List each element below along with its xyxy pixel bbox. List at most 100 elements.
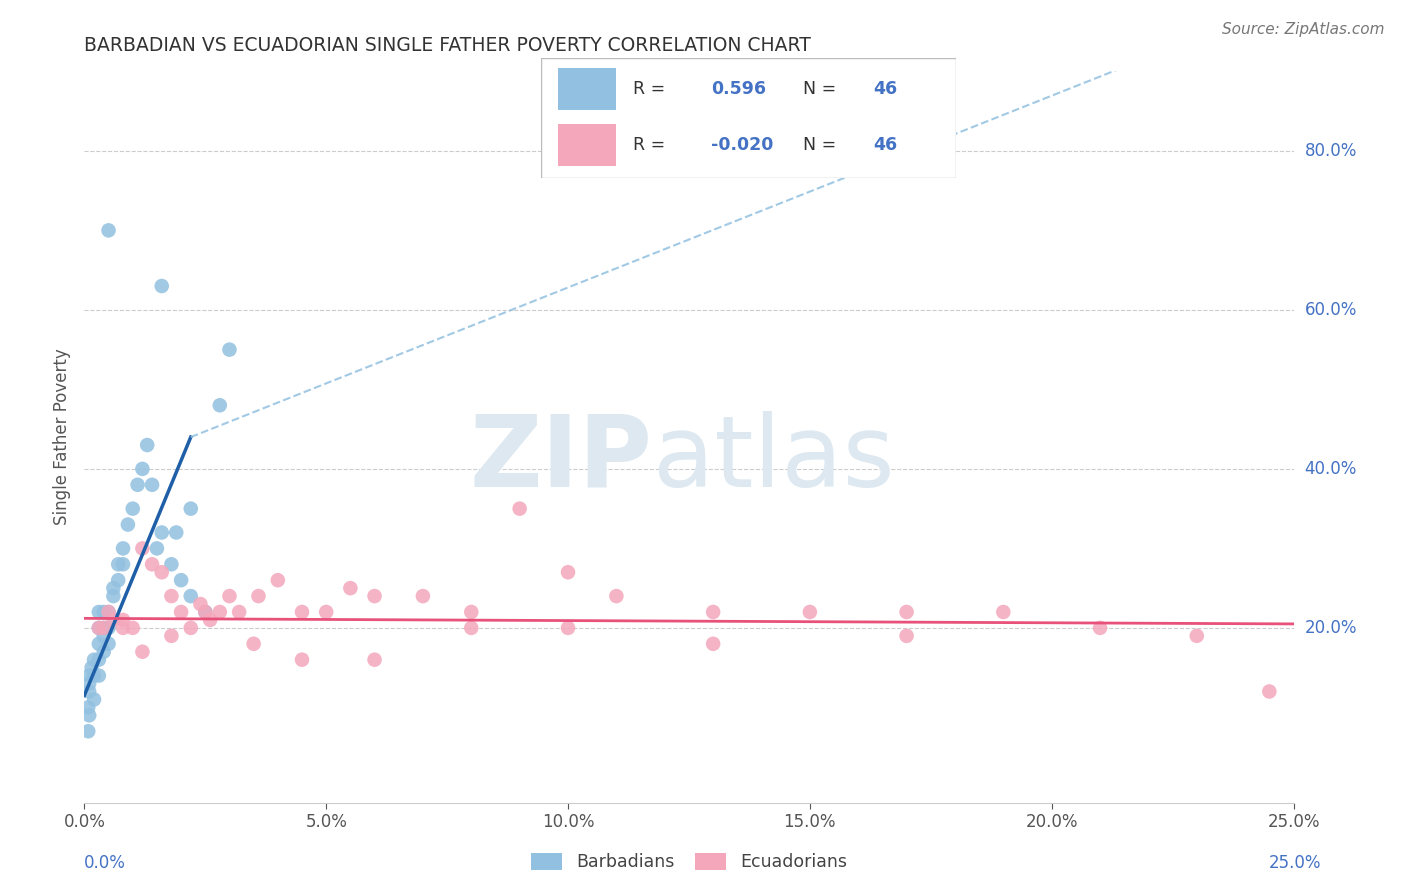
Point bbox=[509, 501, 531, 516]
Point bbox=[218, 343, 240, 357]
Point bbox=[363, 589, 385, 603]
Point bbox=[160, 629, 183, 643]
Point bbox=[150, 525, 173, 540]
Text: N =: N = bbox=[803, 136, 841, 154]
Text: 20.0%: 20.0% bbox=[1305, 619, 1357, 637]
Point bbox=[127, 477, 149, 491]
Text: Source: ZipAtlas.com: Source: ZipAtlas.com bbox=[1222, 22, 1385, 37]
Point bbox=[460, 621, 482, 635]
Legend: Barbadians, Ecuadorians: Barbadians, Ecuadorians bbox=[524, 846, 853, 879]
Point bbox=[194, 605, 217, 619]
Text: 60.0%: 60.0% bbox=[1305, 301, 1357, 318]
Text: 80.0%: 80.0% bbox=[1305, 142, 1357, 160]
Point bbox=[103, 613, 125, 627]
Point bbox=[117, 517, 139, 532]
Point bbox=[170, 605, 193, 619]
Point bbox=[702, 637, 724, 651]
Point bbox=[291, 653, 314, 667]
Point bbox=[228, 605, 250, 619]
Point bbox=[107, 573, 129, 587]
Point bbox=[180, 589, 202, 603]
Point bbox=[97, 621, 120, 635]
Point bbox=[557, 621, 579, 635]
Point bbox=[83, 692, 105, 706]
Point bbox=[412, 589, 434, 603]
Point bbox=[557, 566, 579, 580]
Point bbox=[97, 637, 120, 651]
Text: N =: N = bbox=[803, 79, 841, 98]
Point bbox=[83, 668, 105, 682]
Point bbox=[77, 676, 100, 690]
Point bbox=[136, 438, 159, 452]
Text: BARBADIAN VS ECUADORIAN SINGLE FATHER POVERTY CORRELATION CHART: BARBADIAN VS ECUADORIAN SINGLE FATHER PO… bbox=[84, 36, 811, 54]
Point bbox=[103, 581, 125, 595]
Point bbox=[93, 621, 115, 635]
Point bbox=[87, 621, 110, 635]
Point bbox=[1088, 621, 1111, 635]
Point bbox=[103, 589, 125, 603]
Point bbox=[87, 637, 110, 651]
Point bbox=[87, 653, 110, 667]
Point bbox=[315, 605, 337, 619]
Point bbox=[993, 605, 1015, 619]
Point bbox=[190, 597, 212, 611]
Point bbox=[97, 605, 120, 619]
Point bbox=[339, 581, 361, 595]
Text: 25.0%: 25.0% bbox=[1270, 855, 1322, 872]
Point bbox=[93, 629, 115, 643]
Point bbox=[93, 605, 115, 619]
Text: R =: R = bbox=[633, 136, 671, 154]
Point bbox=[83, 653, 105, 667]
Point bbox=[896, 605, 918, 619]
Point bbox=[160, 589, 183, 603]
Point bbox=[112, 621, 135, 635]
Point bbox=[141, 477, 163, 491]
Point bbox=[77, 668, 100, 682]
Point bbox=[150, 279, 173, 293]
Point bbox=[121, 501, 143, 516]
Text: ZIP: ZIP bbox=[470, 410, 652, 508]
Point bbox=[208, 605, 231, 619]
Point bbox=[77, 724, 100, 739]
Point bbox=[180, 501, 202, 516]
Point bbox=[460, 605, 482, 619]
Point bbox=[121, 621, 143, 635]
Text: 40.0%: 40.0% bbox=[1305, 460, 1357, 478]
FancyBboxPatch shape bbox=[541, 58, 956, 178]
Point bbox=[131, 462, 153, 476]
Point bbox=[112, 558, 135, 572]
Point bbox=[170, 573, 193, 587]
Point bbox=[291, 605, 314, 619]
FancyBboxPatch shape bbox=[558, 68, 616, 110]
Text: atlas: atlas bbox=[652, 410, 894, 508]
Point bbox=[605, 589, 627, 603]
Point bbox=[97, 605, 120, 619]
Point bbox=[165, 525, 187, 540]
Point bbox=[93, 621, 115, 635]
Point bbox=[77, 708, 100, 723]
Y-axis label: Single Father Poverty: Single Father Poverty bbox=[53, 349, 72, 525]
Point bbox=[218, 589, 240, 603]
Point bbox=[702, 605, 724, 619]
Point bbox=[1185, 629, 1208, 643]
Point bbox=[107, 558, 129, 572]
Point bbox=[141, 558, 163, 572]
Point bbox=[146, 541, 169, 556]
Point bbox=[363, 653, 385, 667]
Text: R =: R = bbox=[633, 79, 671, 98]
Point bbox=[896, 629, 918, 643]
Point bbox=[87, 605, 110, 619]
Point bbox=[112, 613, 135, 627]
Point bbox=[198, 613, 221, 627]
Point bbox=[150, 566, 173, 580]
Point bbox=[77, 684, 100, 698]
Point bbox=[93, 645, 115, 659]
Text: -0.020: -0.020 bbox=[711, 136, 773, 154]
Point bbox=[267, 573, 290, 587]
Point bbox=[208, 398, 231, 412]
Point bbox=[1258, 684, 1281, 698]
Text: 46: 46 bbox=[873, 79, 897, 98]
FancyBboxPatch shape bbox=[558, 124, 616, 166]
Point bbox=[87, 668, 110, 682]
Text: 0.0%: 0.0% bbox=[84, 855, 127, 872]
